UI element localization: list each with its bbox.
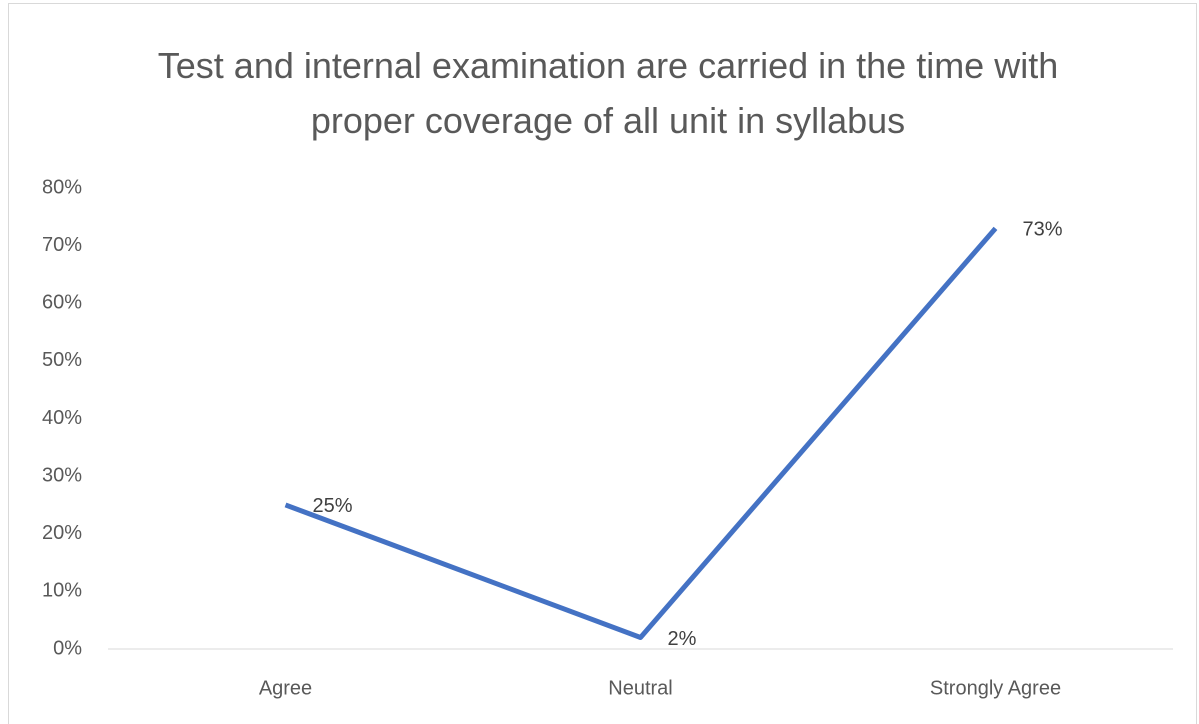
data-label: 73% xyxy=(1023,219,1063,241)
y-tick-label: 80% xyxy=(42,176,82,198)
x-tick-label: Neutral xyxy=(608,677,672,699)
y-tick-label: 70% xyxy=(42,234,82,256)
y-tick-label: 30% xyxy=(42,464,82,486)
x-tick-label: Agree xyxy=(259,677,312,699)
chart-border xyxy=(8,3,1197,724)
y-tick-label: 0% xyxy=(53,637,82,659)
data-label: 2% xyxy=(668,628,697,650)
y-tick-label: 50% xyxy=(42,349,82,371)
data-label: 25% xyxy=(313,495,353,517)
y-tick-label: 60% xyxy=(42,292,82,314)
chart-title: Test and internal examination are carrie… xyxy=(157,45,1059,141)
data-line xyxy=(284,226,998,640)
x-tick-label: Strongly Agree xyxy=(930,677,1061,699)
y-tick-label: 10% xyxy=(42,580,82,602)
y-tick-label: 20% xyxy=(42,522,82,544)
y-tick-label: 40% xyxy=(42,407,82,429)
